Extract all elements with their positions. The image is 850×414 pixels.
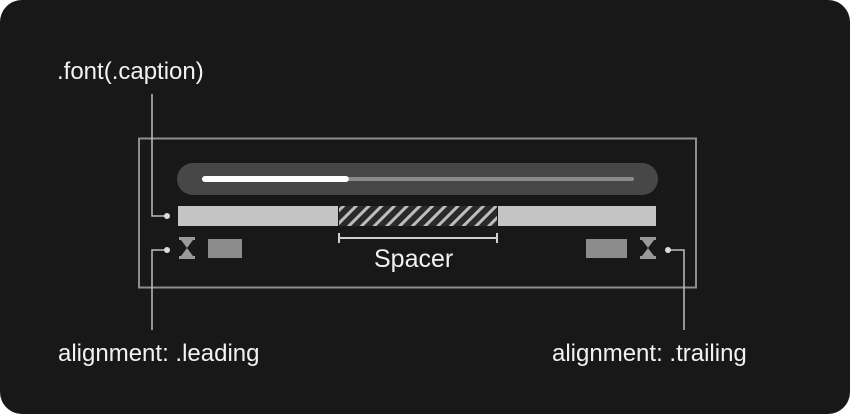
caption-bar-left: [178, 206, 338, 226]
leading-callout: [151, 247, 170, 330]
alignment-leading-label: alignment: .leading: [58, 340, 260, 367]
font-caption-label: .font(.caption): [57, 58, 204, 85]
leading-text-block: [208, 239, 242, 258]
font-callout: [151, 94, 170, 219]
hourglass-icon: [179, 237, 195, 259]
spacer-label: Spacer: [374, 245, 454, 273]
hourglass-icon: [640, 237, 656, 259]
trailing-text-block: [586, 239, 627, 258]
spacer-hatch: [339, 206, 497, 226]
component-frame: [138, 137, 697, 289]
progress-fill: [202, 176, 349, 182]
caption-bar-right: [498, 206, 656, 226]
alignment-trailing-label: alignment: .trailing: [552, 340, 747, 367]
trailing-callout: [665, 247, 685, 330]
spacer-bracket: [338, 233, 498, 243]
